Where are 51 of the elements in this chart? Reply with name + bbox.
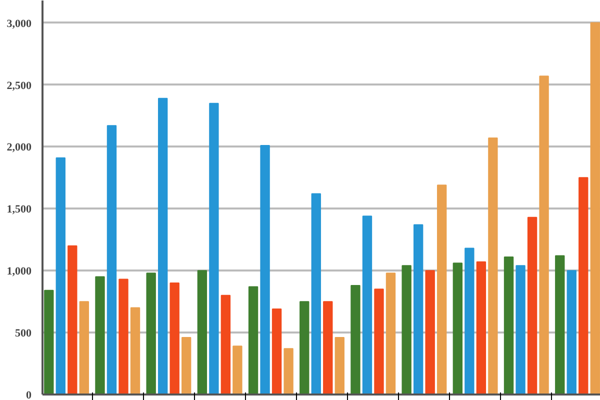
bar — [566, 270, 576, 394]
bar — [68, 245, 78, 394]
bar — [311, 193, 321, 394]
bar — [527, 216, 538, 394]
bar — [220, 294, 231, 394]
bar — [79, 301, 89, 394]
bar — [425, 270, 435, 394]
bar — [436, 184, 447, 394]
bar — [578, 177, 588, 394]
bar — [300, 301, 310, 394]
y-tick-label: 1,000 — [6, 266, 32, 278]
bar — [284, 348, 294, 394]
bar — [260, 144, 270, 394]
bar — [130, 307, 140, 394]
bar — [182, 337, 192, 394]
y-tick-label: 1,500 — [6, 204, 32, 216]
bar — [106, 125, 117, 394]
bar — [197, 270, 208, 394]
bar — [95, 276, 105, 394]
bar — [272, 308, 282, 394]
bar — [56, 157, 66, 394]
bar — [386, 272, 396, 394]
bar — [350, 284, 360, 394]
bar — [362, 216, 372, 394]
bar — [374, 288, 384, 394]
y-tick-label: 3,000 — [6, 18, 32, 30]
bar — [323, 301, 333, 394]
bar — [464, 248, 474, 394]
y-tick-label: 2,000 — [6, 142, 32, 154]
bar — [118, 278, 128, 394]
bar — [476, 261, 486, 394]
bar — [539, 76, 549, 394]
bar — [170, 282, 180, 394]
bar — [146, 272, 156, 394]
bar — [209, 102, 219, 394]
bar — [413, 224, 424, 394]
y-tick-label: 0 — [26, 390, 32, 400]
bar — [504, 256, 514, 394]
y-tick-label: 2,500 — [6, 80, 32, 92]
y-tick-label: 500 — [15, 328, 32, 340]
bar — [158, 98, 168, 394]
bar — [44, 290, 54, 394]
bar — [555, 255, 565, 394]
bar — [516, 265, 526, 394]
bar — [452, 262, 463, 394]
bar — [590, 22, 600, 394]
bar — [488, 138, 498, 394]
bar — [248, 286, 258, 394]
bar — [402, 265, 412, 394]
bar — [334, 337, 344, 394]
bar — [232, 346, 242, 394]
